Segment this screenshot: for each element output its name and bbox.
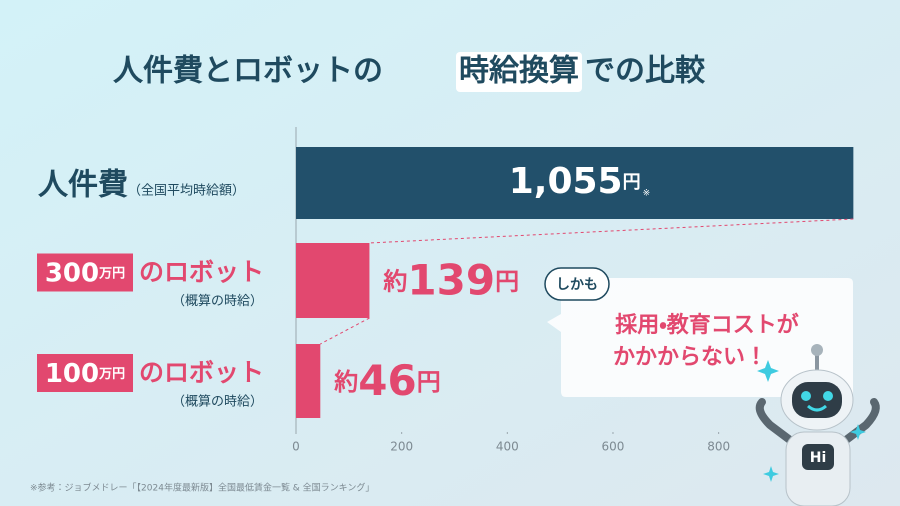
x-tick-label: 600 [602, 440, 625, 454]
category-badge: 100万円 [45, 359, 125, 389]
robot-eye [801, 391, 811, 401]
category-badge-box [37, 253, 133, 292]
callout-line: 採用・教育コストが [615, 312, 798, 338]
x-tick-label: 400 [496, 440, 519, 454]
robot-mouth [807, 404, 827, 412]
callout-tag: しかも [556, 277, 598, 293]
callout-box [547, 278, 853, 397]
callout-line: かかからない！ [613, 345, 767, 370]
category-badge-box [37, 354, 133, 392]
callout: しかも 採用・教育コストが かかからない！ [544, 267, 853, 397]
robot-eye [823, 391, 833, 401]
value-label: 約46円 [333, 356, 440, 405]
callout-tag-box [544, 267, 610, 301]
value-label: 約139円 [382, 255, 519, 304]
sparkle [757, 360, 779, 382]
connector [369, 218, 854, 244]
category-note: （全国平均時給額） [128, 184, 245, 199]
robot-badge-text: Hi [810, 450, 827, 466]
title-lead: 人件費とロボットの [112, 54, 383, 89]
category-label: のロボット [139, 358, 264, 387]
robot-badge [802, 444, 834, 470]
bar [296, 344, 321, 418]
value-label-note: ※ [643, 189, 651, 199]
sparkle [763, 466, 779, 482]
x-tick-label: 200 [390, 440, 413, 454]
title: 人件費とロボットの 時給換算 での比較 [112, 52, 706, 92]
x-tick-label: 0 [292, 440, 300, 454]
bar [296, 243, 370, 318]
category-label: 人件費 [37, 168, 128, 203]
category-note: （概算の時給） [172, 395, 263, 410]
x-tick-label: 800 [707, 440, 730, 454]
title-tail: での比較 [585, 54, 706, 89]
category-badge: 300万円 [45, 258, 125, 288]
robot: Hi [755, 344, 880, 506]
bar [296, 147, 854, 219]
category-note: （概算の時給） [172, 294, 263, 309]
robot-arm [755, 398, 794, 444]
robot-antenna-tip [811, 344, 823, 356]
footnote: ※参考：ジョブメドレー「【2024年度最新版】全国最低賃金一覧 & 全国ランキン… [30, 482, 374, 494]
title-highlight-box [456, 52, 582, 92]
sparkle [850, 424, 866, 440]
robot-face [792, 382, 842, 418]
value-label: 1,055円 [509, 161, 641, 202]
category-label: のロボット [139, 258, 264, 287]
title-highlight: 時給換算 [459, 54, 579, 89]
